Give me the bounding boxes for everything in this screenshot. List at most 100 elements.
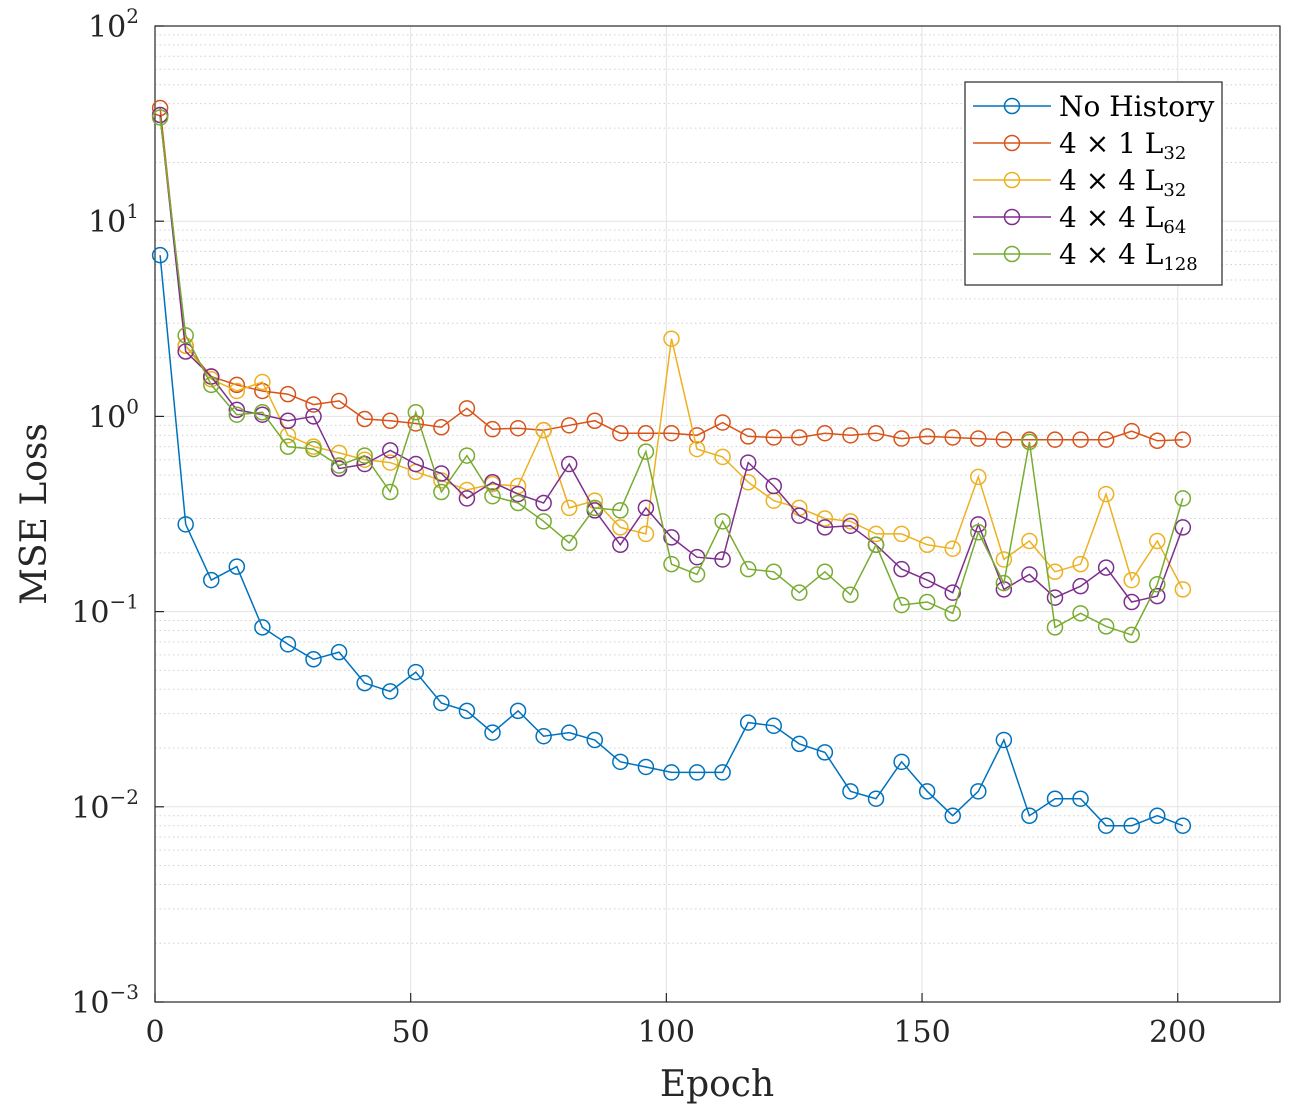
data-point [407, 415, 425, 432]
data-point [739, 560, 757, 578]
series-line [159, 255, 1184, 827]
data-point [944, 807, 961, 824]
data-point [433, 483, 450, 501]
data-point [279, 385, 297, 403]
legend-box [964, 81, 1223, 286]
data-point [203, 376, 220, 394]
series-5 [151, 109, 1192, 644]
plot-area-border [154, 25, 1281, 1003]
data-point [177, 337, 194, 355]
data-point [1149, 576, 1166, 593]
data-point [714, 414, 731, 431]
data-point [739, 714, 757, 731]
data-point [612, 519, 629, 536]
data-point [433, 465, 450, 482]
legend-marker [1003, 134, 1021, 152]
data-point [381, 683, 399, 700]
data-point [509, 494, 527, 512]
data-point [842, 586, 859, 603]
data-point [228, 376, 246, 394]
data-point [458, 447, 476, 464]
data-point [560, 455, 578, 473]
data-point [560, 724, 578, 741]
data-point [305, 651, 322, 668]
y-axis-title: MSE Loss [14, 423, 55, 605]
data-point [714, 551, 731, 568]
series-line [159, 114, 1184, 603]
data-point [1097, 485, 1115, 503]
data-point [177, 516, 194, 533]
data-point [1046, 589, 1064, 606]
data-point [484, 724, 501, 741]
data-point [1046, 431, 1064, 448]
data-point [791, 584, 808, 601]
data-point [151, 109, 169, 126]
data-point [1149, 532, 1166, 550]
x-tick-label: 150 [893, 1015, 950, 1050]
data-point [612, 753, 629, 771]
x-tick-label: 0 [145, 1015, 164, 1050]
data-point [1174, 519, 1192, 536]
data-point [1174, 581, 1192, 598]
data-point [791, 507, 808, 524]
data-point [279, 636, 297, 653]
data-point [995, 431, 1013, 448]
data-point [918, 783, 936, 800]
data-point [228, 382, 246, 400]
legend-label: 4 × 4 L64 [1059, 201, 1186, 238]
data-point [203, 571, 220, 589]
data-point [330, 457, 348, 474]
data-point [714, 448, 731, 466]
data-point [356, 410, 373, 428]
data-point [586, 412, 604, 429]
data-point [1174, 431, 1192, 448]
data-point [177, 327, 194, 344]
data-point [1072, 605, 1089, 622]
data-point [842, 783, 859, 800]
data-point [228, 558, 246, 575]
data-point [893, 430, 910, 447]
data-point [1123, 817, 1140, 834]
data-point [637, 525, 655, 543]
data-point [1021, 566, 1038, 583]
data-point [816, 424, 834, 442]
data-point [1123, 626, 1140, 644]
series-1 [151, 246, 1192, 834]
data-point [381, 412, 399, 429]
data-point [1097, 431, 1115, 448]
data-point [254, 404, 271, 421]
data-point [330, 643, 348, 661]
data-point [739, 454, 757, 471]
data-point [509, 702, 527, 720]
data-point [893, 596, 910, 614]
x-axis-title: Epoch [660, 1064, 774, 1105]
y-tick-label: 101 [88, 199, 139, 240]
legend-entry: 4 × 4 L32 [973, 164, 1186, 201]
data-point [612, 536, 629, 554]
data-point [765, 717, 782, 735]
data-point [1149, 587, 1166, 605]
series-4 [151, 106, 1192, 611]
data-point [918, 571, 936, 589]
data-point [893, 525, 910, 543]
data-point [944, 584, 961, 601]
data-point [995, 574, 1013, 592]
series-line [159, 107, 1183, 442]
data-point [970, 468, 987, 486]
data-point [918, 536, 936, 554]
data-point [995, 551, 1013, 568]
data-point [842, 517, 859, 535]
data-point [663, 555, 680, 573]
data-point [1046, 619, 1064, 636]
data-point [305, 440, 322, 458]
data-point [714, 513, 731, 530]
data-point [433, 418, 450, 436]
data-point [356, 447, 373, 464]
data-point [509, 419, 527, 437]
data-point [612, 424, 629, 442]
legend-label: No History [1059, 90, 1214, 123]
data-point [433, 694, 450, 712]
data-point [330, 392, 348, 410]
legend-label: 4 × 1 L32 [1059, 127, 1186, 164]
